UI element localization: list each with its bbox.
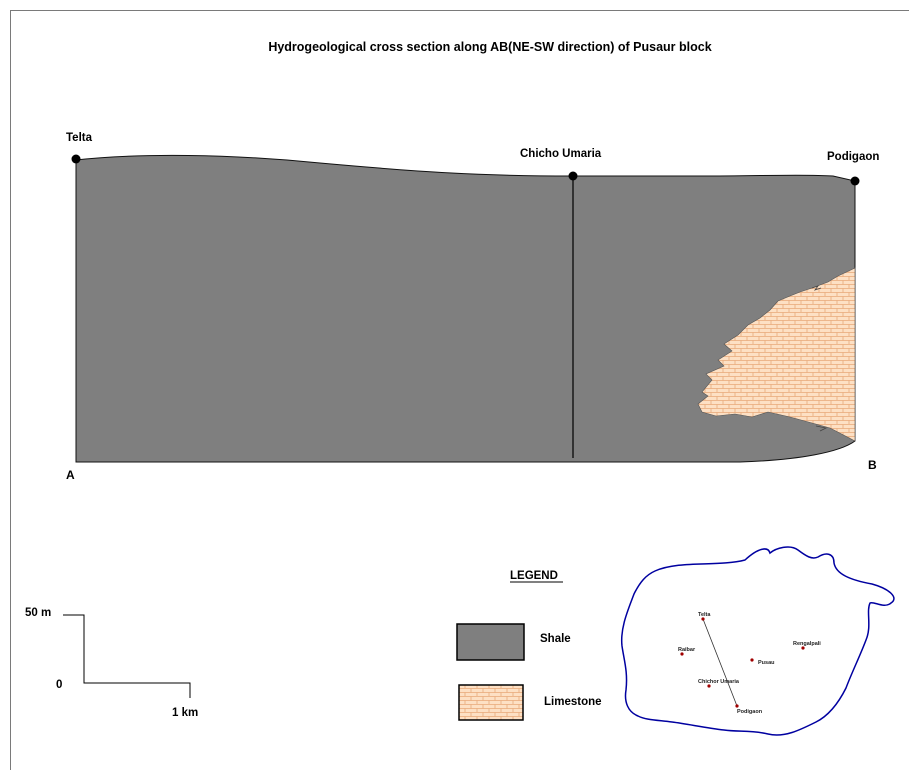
shale-layer [75,154,856,463]
figure-title: Hydrogeological cross section along AB(N… [268,40,711,54]
map-point-telta [701,617,705,621]
well-marker-telta [71,154,81,164]
map-label-podigaon: Podigaon [737,709,763,715]
scale-horizontal: 1 km [172,707,198,719]
map-point-raibar [680,652,684,656]
map-point-chichor-umaria [707,684,711,688]
legend-swatch-shale [456,623,525,661]
legend: LEGEND Shale Limestone [456,570,602,721]
section-line-ab [702,618,738,707]
legend-swatch-limestone [458,684,524,721]
map-label-chichor-umaria: Chichor Umaria [698,679,740,685]
well-marker-podigaon [850,176,860,186]
section-end-a: A [66,468,75,482]
map-point-podigaon [735,704,739,708]
legend-label-shale: Shale [540,633,571,645]
location-map: Telta Raibar Rengalpali Pusau Chichor Um… [620,546,895,736]
limestone-layer [697,267,856,442]
well-label-podigaon: Podigaon [827,151,879,163]
well-marker-chicho-umaria [568,171,578,181]
well-label-chicho-umaria: Chicho Umaria [520,148,602,160]
limestone-fringe [811,285,822,291]
map-label-pusau: Pusau [758,660,775,666]
scale-bar: 50 m 0 1 km [25,607,198,719]
section-end-b: B [868,458,877,472]
map-point-rengalpali [801,646,805,650]
limestone-fringe-bottom [815,425,828,432]
scale-vertical-top: 50 m [25,607,51,619]
block-boundary [620,546,895,736]
map-label-rengalpali: Rengalpali [793,641,821,647]
map-label-raibar: Raibar [678,647,696,653]
figure-frame [10,10,909,770]
scale-vertical-bottom: 0 [56,679,62,691]
map-point-pusau [750,658,754,662]
well-label-telta: Telta [66,132,93,144]
map-label-telta: Telta [698,612,711,618]
legend-label-limestone: Limestone [544,696,602,708]
legend-heading: LEGEND [510,570,558,582]
